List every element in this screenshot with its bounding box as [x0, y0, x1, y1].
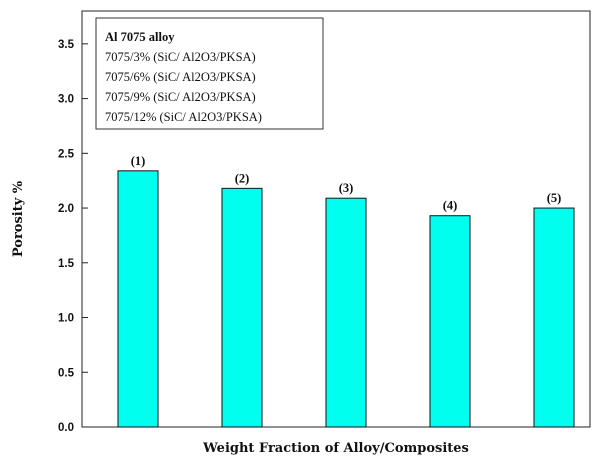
bar-label-5: (5): [547, 191, 562, 205]
bar-1: [117, 170, 159, 428]
y-tick-label: 1.0: [58, 313, 74, 325]
legend: Al 7075 alloy 7075/3% (SiC/ Al2O3/PKSA) …: [95, 17, 324, 130]
y-tick-label: 2.5: [58, 148, 75, 160]
bar-3: [325, 197, 367, 428]
legend-box: [95, 17, 324, 130]
bar-2: [221, 187, 263, 428]
legend-entry-1: 7075/3% (SiC/ Al2O3/PKSA): [105, 50, 256, 64]
y-tick-label: 2.0: [58, 203, 74, 215]
x-axis-title: Weight Fraction of Alloy/Composites: [202, 441, 469, 456]
legend-entry-4: 7075/12% (SiC/ Al2O3/PKSA): [105, 110, 262, 124]
y-axis-title: Porosity %: [11, 180, 26, 257]
legend-title: Al 7075 alloy: [105, 30, 175, 44]
bar-label-4: (4): [443, 199, 458, 213]
bar-5: [533, 207, 575, 428]
legend-entry-3: 7075/9% (SiC/ Al2O3/PKSA): [105, 90, 256, 104]
legend-entry-2: 7075/6% (SiC/ Al2O3/PKSA): [105, 70, 256, 84]
y-tick-label: 1.5: [58, 258, 75, 270]
bar-label-2: (2): [235, 171, 250, 185]
y-tick-label: 3.5: [58, 39, 75, 51]
bar-label-1: (1): [131, 154, 146, 168]
bars-group: (1) (2) (3) (4) (5): [117, 154, 575, 428]
bar-4: [429, 215, 471, 428]
bar-label-3: (3): [339, 181, 354, 195]
y-tick-label: 3.0: [58, 94, 74, 106]
y-tick-label: 0.5: [58, 367, 75, 379]
y-tick-label: 0.0: [58, 422, 74, 434]
y-axis-ticks: 0.0 0.5 1.0 1.5 2.0 2.5 3.0 3.5: [58, 39, 88, 434]
